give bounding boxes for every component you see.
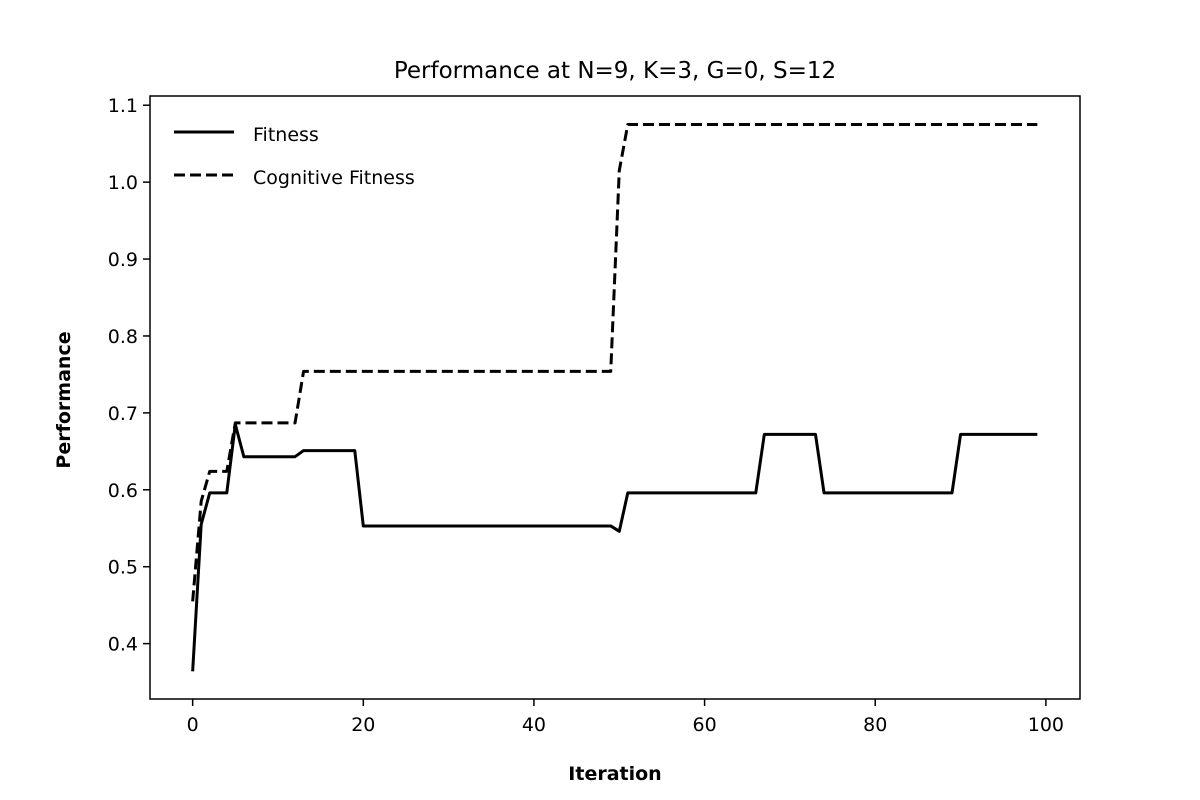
x-tick-label: 0 xyxy=(187,714,199,736)
chart-title: Performance at N=9, K=3, G=0, S=12 xyxy=(394,58,836,84)
plot-frame xyxy=(149,95,1081,700)
y-tick-label: 0.8 xyxy=(108,326,138,348)
x-tick-label: 60 xyxy=(692,714,716,736)
x-tick-label: 20 xyxy=(351,714,375,736)
legend-label-fitness: Fitness xyxy=(253,124,319,146)
y-tick-label: 0.9 xyxy=(108,249,138,271)
y-tick-label: 0.6 xyxy=(108,480,138,502)
y-tick-label: 1.1 xyxy=(108,95,138,117)
x-tick-label: 40 xyxy=(522,714,546,736)
y-tick-label: 0.5 xyxy=(108,557,138,579)
x-axis-label: Iteration xyxy=(568,763,661,785)
legend: Fitness Cognitive Fitness xyxy=(174,124,415,189)
y-tick-label: 0.7 xyxy=(108,403,138,425)
y-axis-label: Performance xyxy=(53,331,75,468)
y-tick-label: 1.0 xyxy=(108,172,138,194)
series-line-fitness xyxy=(191,422,1038,672)
x-tick-label: 80 xyxy=(863,714,887,736)
y-axis: 0.4 0.5 0.6 0.7 0.8 0.9 1.0 1.1 xyxy=(108,95,150,656)
y-tick-label: 0.4 xyxy=(108,634,138,656)
series-layer xyxy=(191,122,1038,672)
series-line-cognitive-fitness xyxy=(191,122,1038,602)
x-tick-label: 100 xyxy=(1028,714,1064,736)
legend-label-cognitive-fitness: Cognitive Fitness xyxy=(253,167,415,189)
x-axis: 0 20 40 60 80 100 xyxy=(187,699,1064,736)
